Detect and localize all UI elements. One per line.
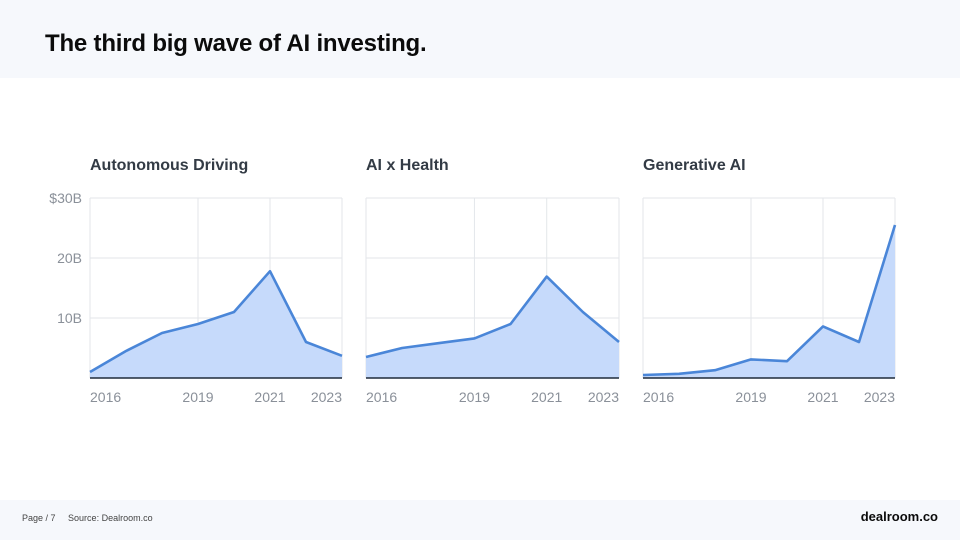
x-tick-label: 2021 bbox=[531, 389, 562, 405]
x-tick-label: 2021 bbox=[807, 389, 838, 405]
x-tick-label: 2016 bbox=[366, 389, 397, 405]
panel-title-autonomous-driving: Autonomous Driving bbox=[90, 157, 249, 174]
series-line bbox=[642, 224, 897, 377]
x-tick-label: 2019 bbox=[182, 389, 213, 405]
x-tick-label: 2016 bbox=[643, 389, 674, 405]
page-title: The third big wave of AI investing. bbox=[45, 30, 427, 57]
x-tick-label: 2019 bbox=[735, 389, 766, 405]
x-tick-label: 2023 bbox=[588, 389, 619, 405]
source-note: Source: Dealroom.co bbox=[68, 513, 153, 523]
x-tick-label: 2021 bbox=[254, 389, 285, 405]
page-number: Page / 7 bbox=[22, 513, 56, 523]
footer-band bbox=[0, 500, 960, 540]
y-tick-label: 20B bbox=[57, 250, 82, 266]
brand-logo: dealroom.co bbox=[860, 509, 938, 524]
series-line bbox=[89, 269, 343, 374]
area-fill bbox=[90, 271, 342, 378]
y-tick-label: 10B bbox=[57, 310, 82, 326]
area-fill bbox=[643, 225, 895, 378]
x-tick-label: 2019 bbox=[459, 389, 490, 405]
x-tick-label: 2023 bbox=[311, 389, 342, 405]
header-band bbox=[0, 0, 960, 78]
series-line bbox=[365, 275, 620, 359]
y-tick-label: $30B bbox=[49, 190, 82, 206]
area-fill bbox=[366, 276, 619, 378]
x-tick-label: 2023 bbox=[864, 389, 895, 405]
x-tick-label: 2016 bbox=[90, 389, 121, 405]
panel-title-generative-ai: Generative AI bbox=[643, 157, 746, 174]
panel-title-ai-health: AI x Health bbox=[366, 157, 449, 174]
footer-left: Page / 7 Source: Dealroom.co bbox=[22, 513, 163, 523]
